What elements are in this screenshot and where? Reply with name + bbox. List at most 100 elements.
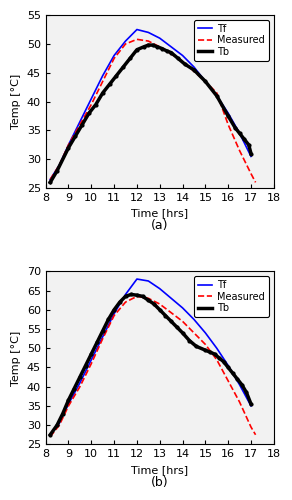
Tb	[94, 102, 98, 107]
Tf	[78, 380, 82, 386]
Tb	[240, 382, 244, 388]
Tf	[169, 44, 173, 50]
Tb	[169, 318, 173, 324]
Tb	[247, 142, 251, 148]
Tb	[249, 401, 253, 407]
Tb	[226, 113, 230, 119]
Measured	[204, 342, 207, 347]
Tf	[215, 93, 218, 99]
Tb	[188, 338, 191, 344]
Tb	[231, 370, 234, 376]
Tb	[226, 364, 230, 370]
Tb	[208, 349, 212, 355]
Measured	[135, 294, 139, 300]
Tf	[192, 316, 196, 322]
Measured	[215, 357, 218, 363]
Tf	[158, 35, 161, 41]
Tf	[124, 292, 127, 298]
Measured	[254, 180, 257, 186]
Tb	[55, 422, 59, 428]
Tb	[67, 397, 70, 403]
Measured	[112, 312, 116, 318]
Tb	[233, 124, 237, 130]
Measured	[67, 403, 70, 409]
Tf	[158, 286, 161, 292]
Tf	[169, 296, 173, 302]
Tb	[87, 110, 91, 116]
Tb	[67, 145, 70, 151]
Tb	[169, 50, 173, 56]
Tf	[215, 346, 218, 352]
Measured	[90, 102, 93, 107]
Measured	[158, 44, 161, 50]
Tb	[115, 72, 118, 78]
Tb	[48, 432, 52, 438]
Measured	[112, 56, 116, 62]
Tf	[58, 162, 61, 168]
Tb	[160, 46, 164, 52]
Tf	[192, 64, 196, 70]
Measured	[147, 38, 150, 44]
Tb	[151, 42, 155, 48]
Tb	[192, 67, 196, 73]
Tb	[135, 292, 139, 298]
Measured	[215, 90, 218, 96]
Tf	[67, 401, 70, 407]
Tb	[204, 78, 207, 84]
Text: (b): (b)	[151, 476, 168, 488]
Tb	[84, 362, 87, 368]
Tb	[129, 292, 133, 298]
Tb	[107, 316, 110, 322]
Tb	[194, 344, 198, 349]
Measured	[249, 170, 253, 176]
Tf	[135, 26, 139, 32]
Tb	[72, 386, 76, 392]
Line: Tf: Tf	[50, 30, 251, 180]
Tb	[164, 312, 167, 318]
Tf	[226, 110, 230, 116]
Tb	[135, 46, 139, 52]
Tf	[112, 52, 116, 59]
Tb	[48, 180, 52, 186]
Tb	[165, 48, 168, 54]
Tb	[124, 294, 127, 300]
Measured	[249, 424, 253, 430]
Measured	[101, 78, 105, 84]
Tb	[245, 390, 248, 396]
Tb	[147, 42, 150, 48]
Tb	[61, 410, 65, 416]
Tf	[147, 30, 150, 36]
Tb	[204, 347, 207, 353]
Tf	[67, 142, 70, 148]
Tb	[222, 358, 225, 364]
Tb	[141, 294, 144, 300]
Tf	[48, 432, 52, 438]
Tb	[147, 297, 150, 303]
Text: (a): (a)	[151, 220, 168, 232]
Y-axis label: Temp [°C]: Temp [°C]	[11, 330, 21, 386]
Tb	[236, 376, 239, 382]
Measured	[158, 301, 161, 307]
Line: Tb: Tb	[50, 294, 251, 435]
Tf	[249, 154, 253, 160]
Tb	[217, 355, 221, 361]
Tf	[181, 52, 184, 59]
Legend: Tf, Measured, Tb: Tf, Measured, Tb	[194, 276, 269, 317]
Measured	[58, 162, 61, 168]
Tf	[181, 305, 184, 311]
Tb	[175, 324, 179, 330]
Line: Measured: Measured	[50, 296, 256, 436]
Line: Measured: Measured	[50, 40, 256, 182]
Tb	[176, 56, 180, 62]
Measured	[48, 176, 52, 182]
Tb	[80, 122, 84, 128]
Tf	[147, 278, 150, 284]
Measured	[181, 318, 184, 324]
Measured	[238, 399, 241, 405]
Tf	[204, 330, 207, 336]
Tf	[78, 119, 82, 125]
Tb	[101, 328, 105, 334]
Tb	[183, 61, 187, 67]
Tb	[156, 44, 159, 50]
Measured	[238, 148, 241, 154]
